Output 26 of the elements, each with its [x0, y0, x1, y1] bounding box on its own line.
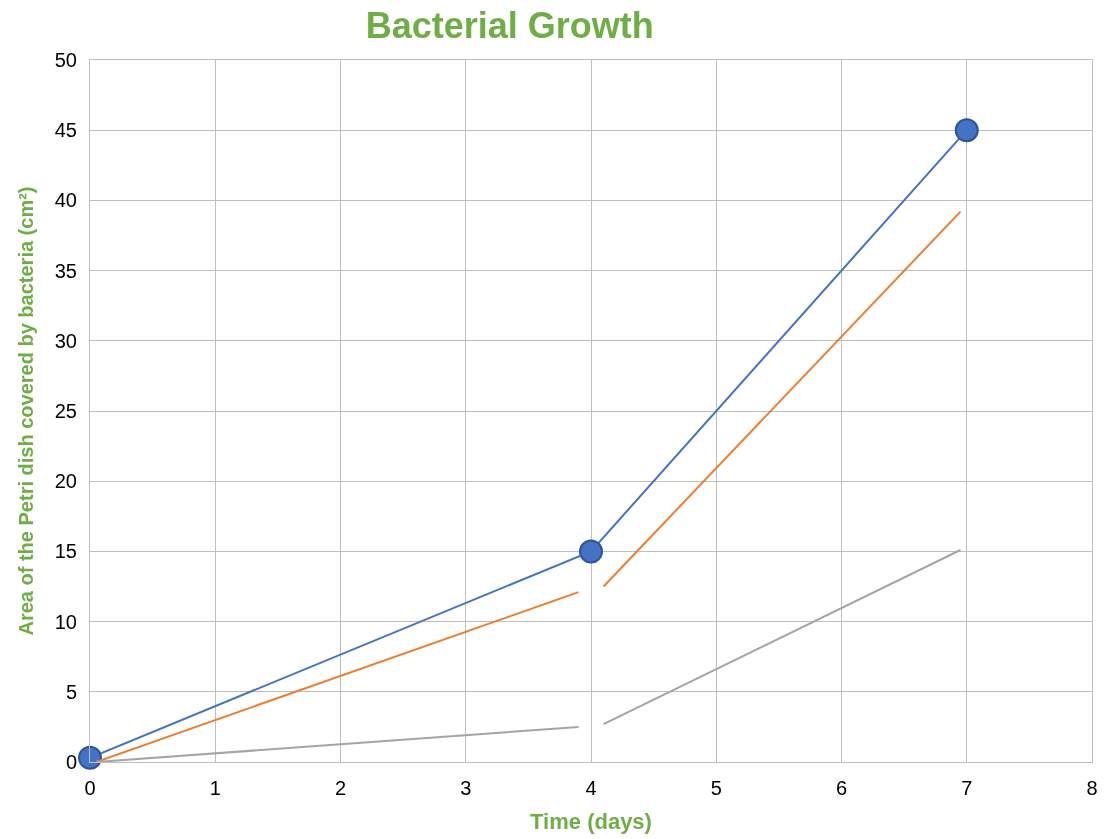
x-tick-label: 1 — [209, 777, 221, 799]
x-tick-label: 2 — [334, 777, 347, 799]
point — [579, 539, 603, 564]
x-tick-label: 7 — [961, 777, 973, 799]
point — [78, 745, 102, 770]
y-tick-label: 40 — [54, 189, 77, 212]
x-tick-label: 0 — [84, 777, 96, 799]
x-tick-label: 6 — [835, 777, 848, 799]
y-tick-label: 10 — [54, 610, 77, 633]
chart-title: Bacterial Growth — [365, 4, 654, 46]
y-tick-label: 20 — [54, 470, 77, 493]
y-tick-label: 30 — [54, 329, 77, 352]
x-tick-label: 3 — [460, 777, 472, 799]
y-tick-label: 15 — [54, 540, 77, 563]
y-tick-label: 50 — [54, 49, 77, 71]
y-tick-label: 45 — [54, 119, 77, 142]
y-axis-title: Area of the Petri dish covered by bacteria (cm²) — [15, 186, 38, 636]
x-tick-label: 4 — [585, 777, 597, 799]
y-tick-label: 25 — [54, 400, 77, 422]
x-tick-label: 5 — [710, 777, 722, 799]
y-tick-label: 35 — [54, 259, 77, 282]
y-tick-label: 5 — [65, 680, 77, 703]
x-tick-label: 8 — [1086, 777, 1098, 799]
y-tick-label: 0 — [65, 751, 77, 773]
point — [954, 118, 979, 143]
x-axis-title: Time (days) — [530, 808, 652, 834]
